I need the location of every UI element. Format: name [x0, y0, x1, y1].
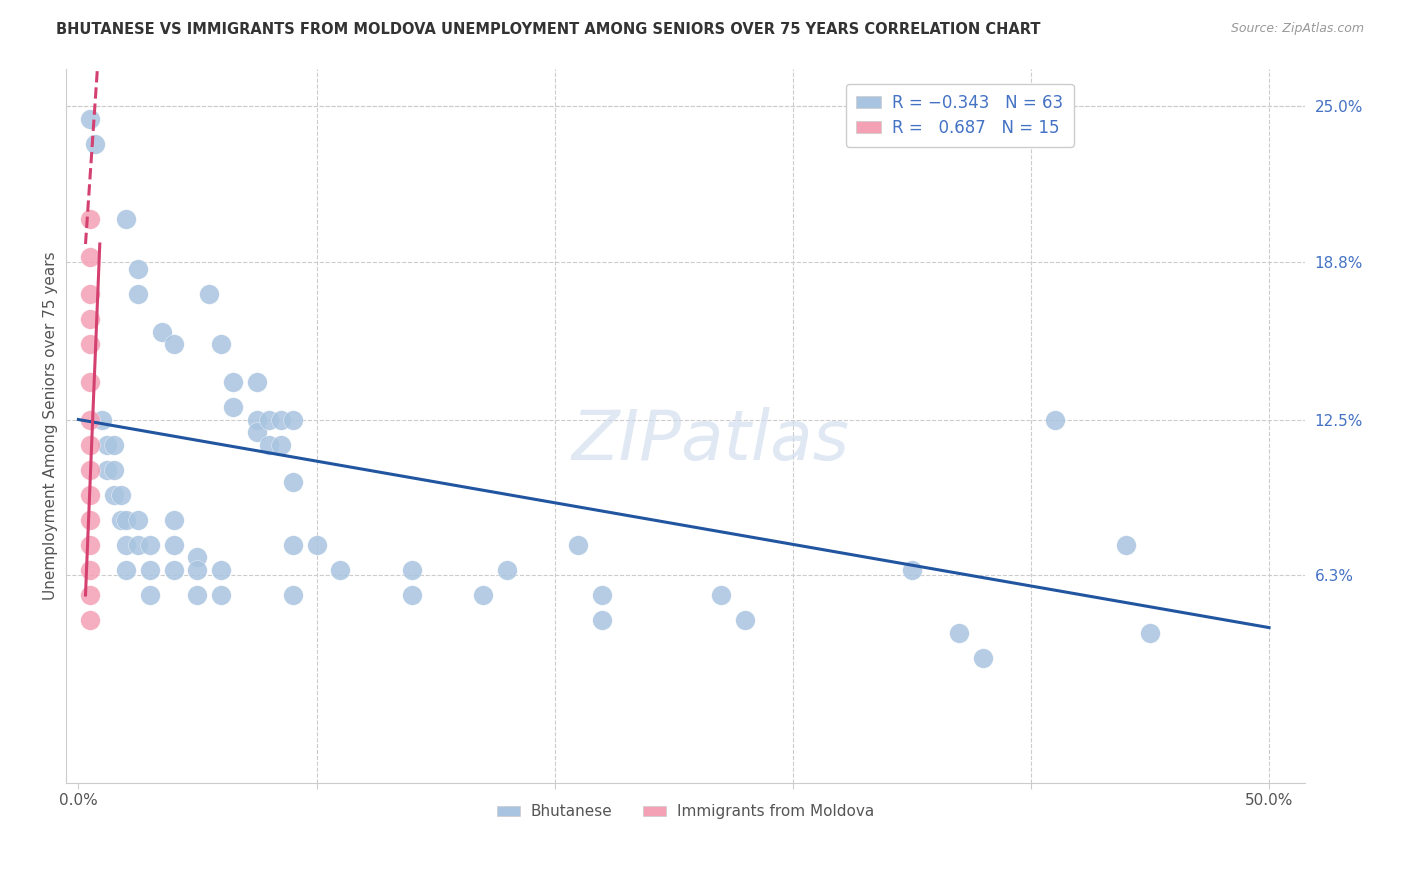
- Point: [115, 211, 138, 226]
- Point: [84, 136, 107, 151]
- Point: [79, 375, 101, 389]
- Point: [79, 211, 101, 226]
- Point: [162, 538, 184, 552]
- Point: [472, 588, 495, 602]
- Point: [115, 563, 138, 577]
- Point: [139, 563, 162, 577]
- Point: [257, 412, 280, 426]
- Point: [1115, 538, 1137, 552]
- Point: [246, 412, 269, 426]
- Point: [110, 488, 132, 502]
- Point: [79, 488, 101, 502]
- Point: [222, 400, 245, 414]
- Point: [186, 550, 208, 565]
- Point: [79, 538, 101, 552]
- Point: [901, 563, 924, 577]
- Point: [79, 412, 101, 426]
- Point: [79, 437, 101, 451]
- Point: [305, 538, 328, 552]
- Point: [79, 312, 101, 326]
- Point: [401, 563, 423, 577]
- Point: [209, 563, 232, 577]
- Point: [257, 437, 280, 451]
- Point: [79, 588, 101, 602]
- Point: [79, 112, 101, 126]
- Point: [281, 588, 304, 602]
- Point: [79, 613, 101, 627]
- Point: [734, 613, 756, 627]
- Text: Source: ZipAtlas.com: Source: ZipAtlas.com: [1230, 22, 1364, 36]
- Point: [567, 538, 589, 552]
- Point: [209, 588, 232, 602]
- Text: BHUTANESE VS IMMIGRANTS FROM MOLDOVA UNEMPLOYMENT AMONG SENIORS OVER 75 YEARS CO: BHUTANESE VS IMMIGRANTS FROM MOLDOVA UNE…: [56, 22, 1040, 37]
- Point: [496, 563, 519, 577]
- Point: [139, 538, 162, 552]
- Point: [281, 538, 304, 552]
- Point: [79, 463, 101, 477]
- Point: [198, 287, 221, 301]
- Point: [222, 375, 245, 389]
- Point: [150, 325, 173, 339]
- Point: [103, 488, 125, 502]
- Point: [948, 625, 970, 640]
- Point: [79, 337, 101, 351]
- Point: [281, 412, 304, 426]
- Point: [1043, 412, 1066, 426]
- Point: [127, 538, 149, 552]
- Point: [401, 588, 423, 602]
- Point: [96, 437, 118, 451]
- Y-axis label: Unemployment Among Seniors over 75 years: Unemployment Among Seniors over 75 years: [44, 252, 58, 600]
- Point: [79, 287, 101, 301]
- Point: [186, 563, 208, 577]
- Point: [139, 588, 162, 602]
- Point: [115, 513, 138, 527]
- Point: [115, 538, 138, 552]
- Point: [209, 337, 232, 351]
- Point: [127, 513, 149, 527]
- Point: [127, 287, 149, 301]
- Text: ZIPatlas: ZIPatlas: [571, 407, 849, 474]
- Point: [710, 588, 733, 602]
- Point: [162, 337, 184, 351]
- Point: [110, 513, 132, 527]
- Point: [329, 563, 352, 577]
- Point: [127, 262, 149, 277]
- Point: [270, 437, 292, 451]
- Point: [246, 375, 269, 389]
- Point: [281, 475, 304, 490]
- Point: [103, 437, 125, 451]
- Point: [591, 613, 613, 627]
- Point: [103, 463, 125, 477]
- Point: [972, 650, 994, 665]
- Point: [79, 513, 101, 527]
- Point: [96, 463, 118, 477]
- Point: [1139, 625, 1161, 640]
- Point: [270, 412, 292, 426]
- Point: [162, 513, 184, 527]
- Point: [79, 250, 101, 264]
- Point: [186, 588, 208, 602]
- Point: [162, 563, 184, 577]
- Point: [79, 563, 101, 577]
- Point: [591, 588, 613, 602]
- Point: [246, 425, 269, 439]
- Point: [91, 412, 114, 426]
- Legend: Bhutanese, Immigrants from Moldova: Bhutanese, Immigrants from Moldova: [491, 798, 880, 825]
